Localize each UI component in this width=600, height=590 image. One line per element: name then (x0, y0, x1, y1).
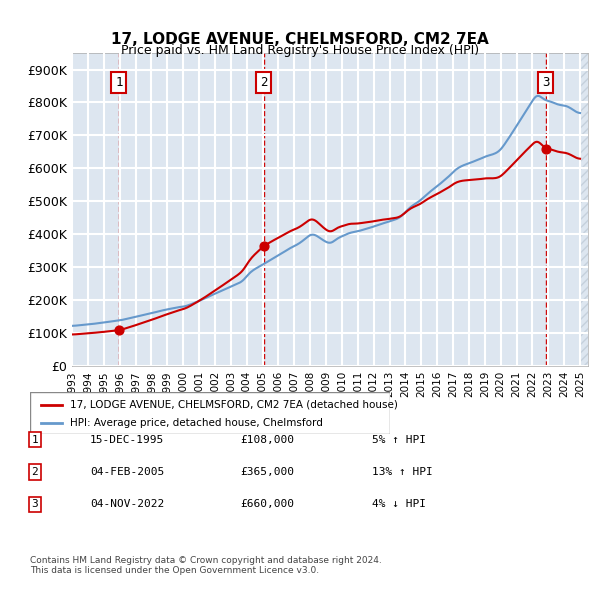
Point (114, 326, 124, 335)
Text: 13% ↑ HPI: 13% ↑ HPI (372, 467, 433, 477)
Text: 17, LODGE AVENUE, CHELMSFORD, CM2 7EA: 17, LODGE AVENUE, CHELMSFORD, CM2 7EA (111, 32, 489, 47)
Point (541, 144, 551, 153)
FancyBboxPatch shape (30, 392, 390, 434)
Text: 3: 3 (542, 76, 550, 89)
Text: 2: 2 (260, 76, 268, 89)
Text: 15-DEC-1995: 15-DEC-1995 (90, 435, 164, 444)
Point (259, 241, 269, 250)
Text: £660,000: £660,000 (240, 500, 294, 509)
Text: Contains HM Land Registry data © Crown copyright and database right 2024.
This d: Contains HM Land Registry data © Crown c… (30, 556, 382, 575)
Text: 04-NOV-2022: 04-NOV-2022 (90, 500, 164, 509)
Text: 2: 2 (31, 467, 38, 477)
Text: 4% ↓ HPI: 4% ↓ HPI (372, 500, 426, 509)
Text: 5% ↑ HPI: 5% ↑ HPI (372, 435, 426, 444)
Text: 3: 3 (31, 500, 38, 509)
Text: 04-FEB-2005: 04-FEB-2005 (90, 467, 164, 477)
Text: 17, LODGE AVENUE, CHELMSFORD, CM2 7EA (detached house): 17, LODGE AVENUE, CHELMSFORD, CM2 7EA (d… (70, 400, 397, 409)
Text: £108,000: £108,000 (240, 435, 294, 444)
Text: 1: 1 (115, 76, 123, 89)
Text: 1: 1 (31, 435, 38, 444)
Text: HPI: Average price, detached house, Chelmsford: HPI: Average price, detached house, Chel… (70, 418, 322, 428)
Text: £365,000: £365,000 (240, 467, 294, 477)
Text: Price paid vs. HM Land Registry's House Price Index (HPI): Price paid vs. HM Land Registry's House … (121, 44, 479, 57)
